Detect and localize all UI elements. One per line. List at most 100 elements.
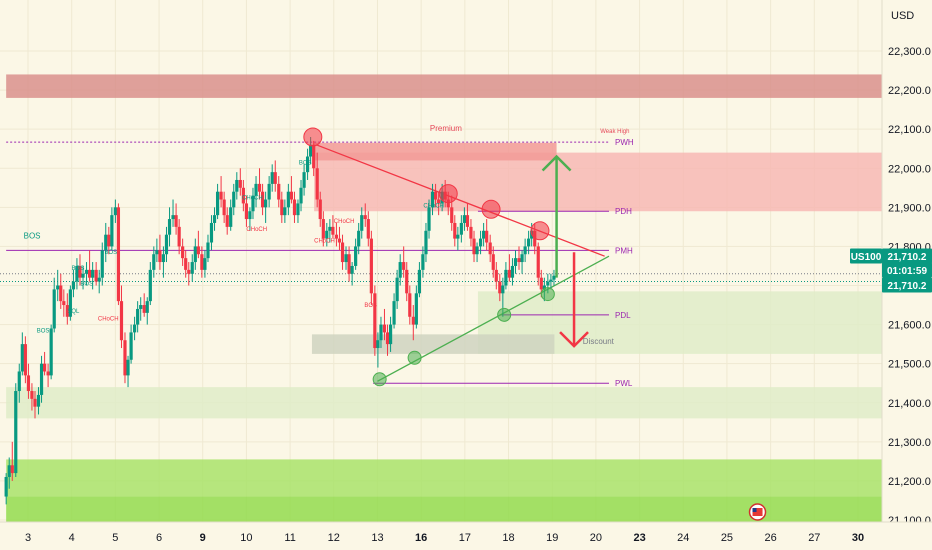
candle-body[interactable] [536,246,540,278]
candle-body[interactable] [395,277,399,302]
candle-body[interactable] [39,363,44,395]
candle-body[interactable] [388,324,393,345]
candle-body[interactable] [267,183,271,200]
candle-body[interactable] [446,199,450,208]
candle-body[interactable] [289,191,294,200]
candle-body[interactable] [417,269,422,294]
candle-body[interactable] [87,269,92,278]
candle-body[interactable] [504,269,508,286]
candle-body[interactable] [292,199,297,216]
candle-body[interactable] [373,293,377,349]
time-axis[interactable]: 3 4 5 6 9 10 11 12 13 16 17 18 19 20 23 24 25 26 27 30 [0,521,932,550]
candle-body[interactable] [312,144,316,169]
candle-body[interactable] [546,281,550,286]
candle-body[interactable] [94,269,98,282]
candle-body[interactable] [167,219,172,235]
candle-body[interactable] [414,293,418,325]
candle-body[interactable] [200,254,204,270]
candle-body[interactable] [235,179,239,192]
candle-body[interactable] [478,238,483,247]
candle-body[interactable] [30,391,34,399]
candle-body[interactable] [71,281,76,290]
candle-body[interactable] [357,230,361,247]
candle-body[interactable] [49,328,53,376]
candle-body[interactable] [363,215,367,220]
candle-body[interactable] [459,222,463,235]
candle-body[interactable] [181,246,185,259]
candle-body[interactable] [184,258,188,270]
candle-body[interactable] [46,371,50,376]
candle-body[interactable] [450,207,454,223]
candle-body[interactable] [193,246,197,263]
candle-body[interactable] [148,269,152,302]
candle-body[interactable] [494,269,498,282]
candle-body[interactable] [23,344,27,376]
candle-body[interactable] [299,187,303,204]
candle-body[interactable] [177,226,181,247]
candle-body[interactable] [215,191,220,216]
candle-body[interactable] [344,254,348,263]
candle-body[interactable] [321,219,325,239]
candle-body[interactable] [123,340,127,376]
candle-body[interactable] [309,144,313,157]
candle-body[interactable] [36,394,41,407]
candle-body[interactable] [360,215,364,231]
candle-body[interactable] [33,398,37,407]
candle-body[interactable] [283,207,287,216]
candle-body[interactable] [408,293,412,317]
candle-body[interactable] [14,391,18,474]
candle-body[interactable] [488,242,492,255]
candle-body[interactable] [241,187,245,204]
candle-body[interactable] [196,246,200,255]
candle-body[interactable] [318,199,322,220]
candle-body[interactable] [552,275,556,280]
candle-body[interactable] [369,238,373,294]
candle-body[interactable] [491,254,495,270]
candle-body[interactable] [20,344,24,372]
candle-body[interactable] [501,285,505,294]
candle-body[interactable] [26,375,31,392]
candle-body[interactable] [78,265,82,278]
candle-body[interactable] [462,215,467,223]
candle-body[interactable] [129,332,133,360]
candle-body[interactable] [139,305,143,309]
candle-body[interactable] [280,199,284,216]
candle-body[interactable] [270,172,274,184]
candle-body[interactable] [437,199,441,204]
candle-body[interactable] [104,234,108,251]
candle-body[interactable] [187,269,191,274]
candle-body[interactable] [248,211,252,220]
candle-body[interactable] [334,234,339,239]
candle-body[interactable] [158,250,162,263]
candle-body[interactable] [296,203,300,216]
candle-body[interactable] [136,308,140,325]
candle-body[interactable] [424,230,428,255]
candle-body[interactable] [539,277,543,290]
candle-body[interactable] [7,465,11,478]
candle-body[interactable] [305,156,310,173]
candle-body[interactable] [379,324,383,341]
candle-body[interactable] [392,301,396,325]
candle-body[interactable] [472,238,476,255]
candle-body[interactable] [59,285,63,302]
candle-body[interactable] [52,289,56,329]
candle-body[interactable] [257,183,262,192]
candle-body[interactable] [145,301,149,313]
candle-body[interactable] [75,265,79,282]
candle-body[interactable] [354,246,358,266]
candle-body[interactable] [350,265,354,274]
candle-body[interactable] [155,250,159,255]
candle-body[interactable] [238,179,242,188]
candle-body[interactable] [219,191,223,200]
candle-body[interactable] [328,226,332,231]
candle-body[interactable] [453,222,457,239]
candle-body[interactable] [100,250,104,278]
candle-body[interactable] [430,191,435,208]
candle-body[interactable] [456,234,460,239]
candle-body[interactable] [264,199,268,208]
candle-body[interactable] [190,262,194,274]
candle-body[interactable] [232,191,236,208]
candle-body[interactable] [209,222,214,243]
candle-body[interactable] [43,363,47,372]
